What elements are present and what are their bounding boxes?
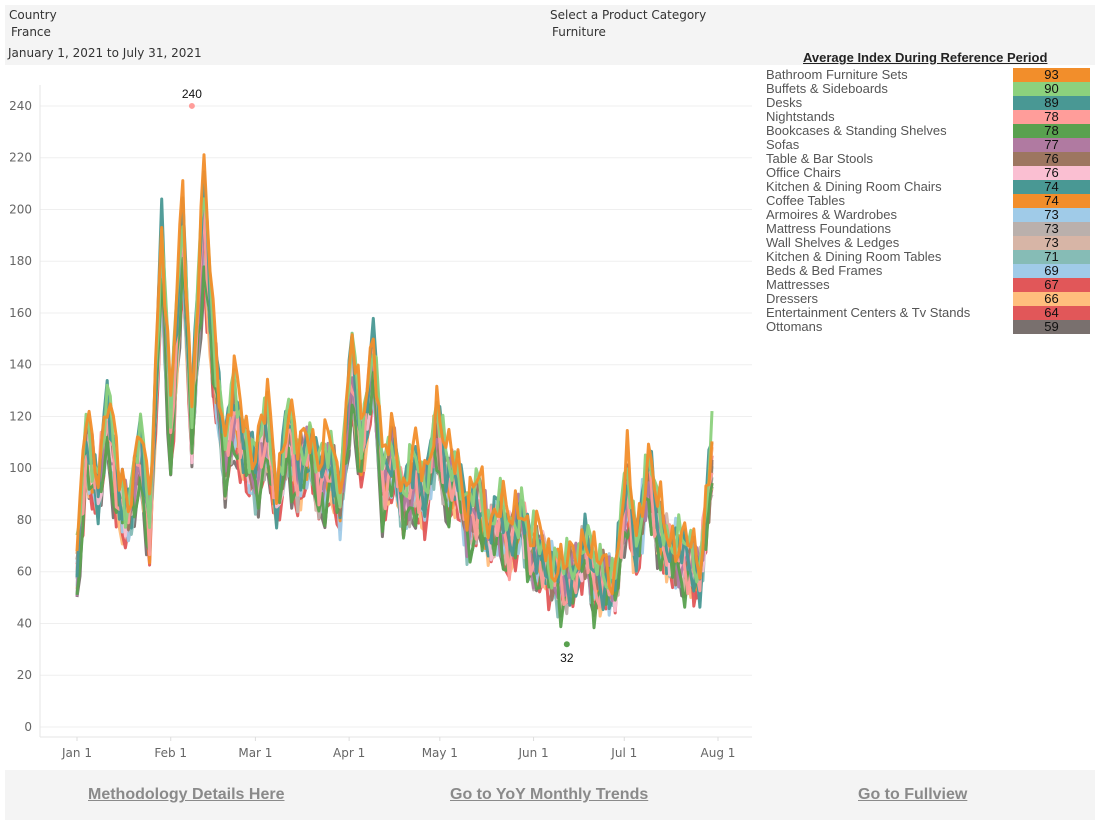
x-tick-label: Aug 1 [701, 746, 736, 760]
legend-title: Average Index During Reference Period [803, 50, 1048, 65]
filter-panel: Country France Select a Product Category… [5, 5, 1095, 65]
legend-item-label: Mattresses [766, 277, 830, 292]
country-filter-label: Country [9, 8, 57, 22]
legend-item-average: 93 [1013, 68, 1090, 82]
legend-item[interactable]: Ottomans 59 [766, 320, 1092, 334]
x-tick-label: Jan 1 [61, 746, 92, 760]
legend-item-label: Desks [766, 95, 803, 110]
legend-item[interactable]: Table & Bar Stools 76 [766, 152, 1092, 166]
legend-item-average: 76 [1013, 166, 1090, 180]
legend-item-label: Office Chairs [766, 165, 841, 180]
y-tick-label: 200 [9, 202, 32, 216]
legend-item-average: 90 [1013, 82, 1090, 96]
legend-item-label: Entertainment Centers & Tv Stands [766, 305, 971, 320]
category-filter-value[interactable]: Furniture [552, 25, 606, 39]
legend-item-average: 64 [1013, 306, 1090, 320]
legend-item-average: 77 [1013, 138, 1090, 152]
legend-item-average: 74 [1013, 194, 1090, 208]
y-tick-label: 240 [9, 99, 32, 113]
legend-item-label: Bathroom Furniture Sets [766, 67, 908, 82]
legend-item[interactable]: Dressers 66 [766, 292, 1092, 306]
series-line [75, 153, 714, 596]
legend-item[interactable]: Desks 89 [766, 96, 1092, 110]
legend-item[interactable]: Armoires & Wardrobes 73 [766, 208, 1092, 222]
legend-item-label: Bookcases & Standing Shelves [766, 123, 947, 138]
y-tick-label: 40 [17, 616, 32, 630]
legend-item[interactable]: Beds & Bed Frames 69 [766, 264, 1092, 278]
y-tick-label: 60 [17, 565, 32, 579]
legend-item[interactable]: Bathroom Furniture Sets 93 [766, 68, 1092, 82]
legend-item[interactable]: Nightstands 78 [766, 110, 1092, 124]
legend-item-average: 69 [1013, 264, 1090, 278]
legend-item-label: Coffee Tables [766, 193, 846, 208]
legend-item-label: Wall Shelves & Ledges [766, 235, 900, 250]
legend-item[interactable]: Entertainment Centers & Tv Stands 64 [766, 306, 1092, 320]
legend-item-label: Table & Bar Stools [766, 151, 873, 166]
fullview-link[interactable]: Go to Fullview [858, 786, 968, 803]
legend-item[interactable]: Wall Shelves & Ledges 73 [766, 236, 1092, 250]
yoy-monthly-trends-link[interactable]: Go to YoY Monthly Trends [450, 786, 649, 803]
x-tick-label: Feb 1 [154, 746, 187, 760]
legend-item[interactable]: Sofas 77 [766, 138, 1092, 152]
annotation-label: 32 [560, 651, 574, 665]
x-tick-label: Apr 1 [333, 746, 365, 760]
x-tick-label: Mar 1 [238, 746, 272, 760]
legend-item-average: 73 [1013, 208, 1090, 222]
y-tick-label: 220 [9, 151, 32, 165]
legend-item-average: 74 [1013, 180, 1090, 194]
legend-item[interactable]: Bookcases & Standing Shelves 78 [766, 124, 1092, 138]
x-tick-label: Jun 1 [517, 746, 548, 760]
legend-item-label: Dressers [766, 291, 819, 306]
legend-item[interactable]: Kitchen & Dining Room Chairs 74 [766, 180, 1092, 194]
legend-item-average: 73 [1013, 222, 1090, 236]
y-tick-label: 100 [9, 461, 32, 475]
y-tick-label: 140 [9, 358, 32, 372]
y-tick-label: 180 [9, 254, 32, 268]
legend-item-average: 76 [1013, 152, 1090, 166]
legend-item-label: Kitchen & Dining Room Chairs [766, 179, 942, 194]
legend-item-label: Armoires & Wardrobes [766, 207, 897, 222]
legend-item-label: Ottomans [766, 319, 823, 334]
legend-item-label: Kitchen & Dining Room Tables [766, 249, 942, 264]
legend-item-average: 71 [1013, 250, 1090, 264]
legend-item[interactable]: Office Chairs 76 [766, 166, 1092, 180]
y-tick-label: 0 [24, 720, 32, 734]
legend: Bathroom Furniture Sets 93 Buffets & Sideb… [766, 68, 1092, 334]
legend-item-average: 67 [1013, 278, 1090, 292]
legend-item[interactable]: Kitchen & Dining Room Tables 71 [766, 250, 1092, 264]
annotation-label: 240 [182, 87, 202, 101]
x-tick-label: May 1 [422, 746, 458, 760]
legend-item[interactable]: Buffets & Sideboards 90 [766, 82, 1092, 96]
legend-item-label: Buffets & Sideboards [766, 81, 888, 96]
footer-nav: Methodology Details Here Go to YoY Month… [5, 770, 1095, 820]
legend-item-average: 89 [1013, 96, 1090, 110]
annotation-marker [188, 102, 195, 109]
y-tick-label: 160 [9, 306, 32, 320]
legend-item-average: 73 [1013, 236, 1090, 250]
annotation-marker [563, 641, 570, 648]
line-chart: 0 20 40 60 80 100 120 140 160 180 200 220 240 Jan 1 Fe… [9, 85, 752, 760]
y-tick-label: 120 [9, 409, 32, 423]
x-tick-label: Jul 1 [610, 746, 637, 760]
legend-item[interactable]: Mattress Foundations 73 [766, 222, 1092, 236]
y-tick-label: 20 [17, 668, 32, 682]
legend-item-average: 59 [1013, 320, 1090, 334]
legend-item-label: Sofas [766, 137, 800, 152]
legend-item-label: Nightstands [766, 109, 835, 124]
legend-item-label: Beds & Bed Frames [766, 263, 883, 278]
methodology-link[interactable]: Methodology Details Here [88, 786, 285, 803]
country-filter-value[interactable]: France [11, 25, 51, 39]
y-tick-label: 80 [17, 513, 32, 527]
legend-item-average: 66 [1013, 292, 1090, 306]
legend-item[interactable]: Coffee Tables 74 [766, 194, 1092, 208]
legend-item-average: 78 [1013, 124, 1090, 138]
legend-item[interactable]: Mattresses 67 [766, 278, 1092, 292]
date-range-label: January 1, 2021 to July 31, 2021 [8, 46, 202, 60]
category-filter-label: Select a Product Category [550, 8, 707, 22]
legend-item-average: 78 [1013, 110, 1090, 124]
legend-item-label: Mattress Foundations [766, 221, 892, 236]
